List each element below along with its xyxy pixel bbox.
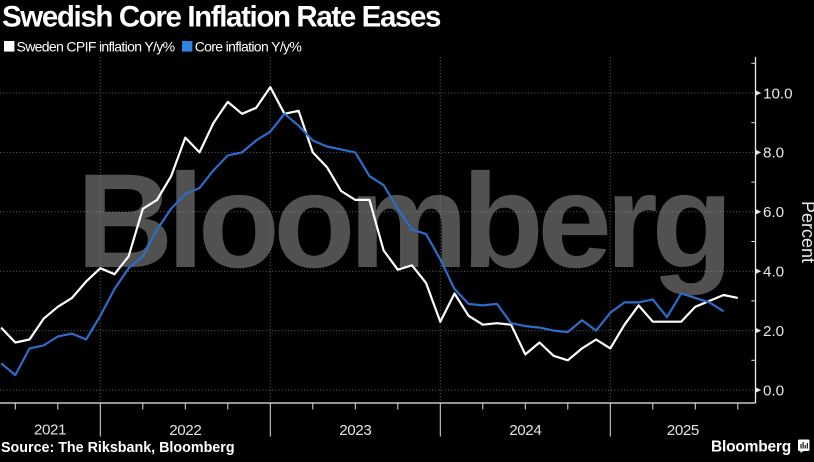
svg-text:2.0: 2.0 <box>763 323 784 340</box>
svg-text:Core inflation Y/y%: Core inflation Y/y% <box>195 38 302 54</box>
svg-text:4.0: 4.0 <box>763 264 784 281</box>
svg-text:6.0: 6.0 <box>763 204 784 221</box>
svg-text:Sweden CPIF inflation Y/y%: Sweden CPIF inflation Y/y% <box>17 38 175 54</box>
svg-text:8.0: 8.0 <box>763 145 784 162</box>
svg-text:Percent: Percent <box>798 201 814 263</box>
svg-text:Swedish Core Inflation Rate Ea: Swedish Core Inflation Rate Eases <box>2 1 441 34</box>
svg-text:2024: 2024 <box>509 422 541 439</box>
svg-text:0.0: 0.0 <box>763 382 784 399</box>
svg-text:2025: 2025 <box>667 422 699 439</box>
svg-text:2023: 2023 <box>339 422 371 439</box>
svg-text:Bloomberg: Bloomberg <box>711 439 791 456</box>
svg-text:2022: 2022 <box>169 422 201 439</box>
svg-text:2021: 2021 <box>34 422 66 439</box>
svg-text:Source: The Riksbank, Bloomber: Source: The Riksbank, Bloomberg <box>1 440 235 456</box>
svg-text:10.0: 10.0 <box>763 85 793 102</box>
